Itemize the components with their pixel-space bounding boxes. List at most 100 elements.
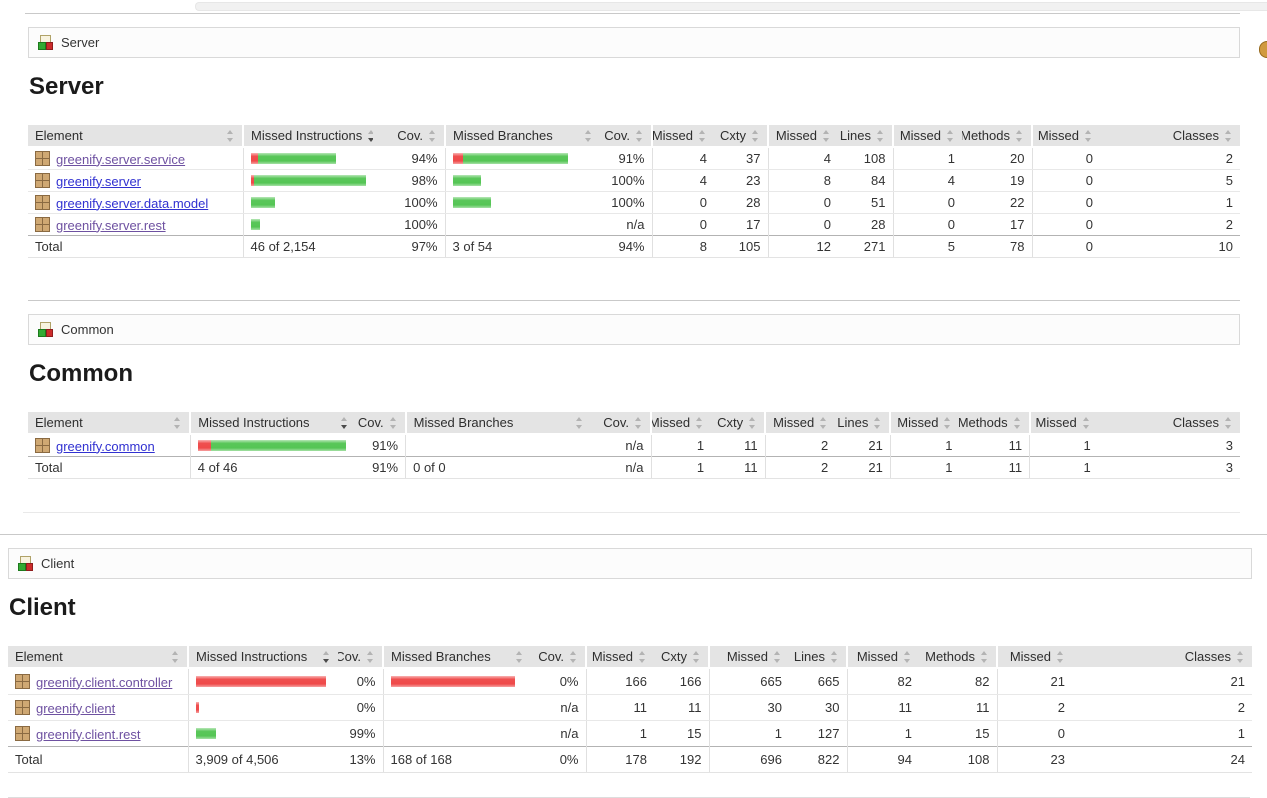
- sort-icon[interactable]: [751, 129, 760, 142]
- package-link[interactable]: greenify.server.service: [56, 151, 186, 167]
- column-header[interactable]: Missed Branches: [382, 646, 531, 669]
- column-header[interactable]: Missed: [585, 646, 654, 669]
- sort-icon[interactable]: [695, 416, 704, 429]
- package-link[interactable]: greenify.server.rest: [56, 217, 166, 233]
- sort-icon[interactable]: [946, 129, 955, 142]
- sort-icon[interactable]: [173, 416, 182, 429]
- sort-icon[interactable]: [389, 416, 398, 429]
- sort-icon[interactable]: [584, 129, 593, 142]
- column-header[interactable]: Methods: [962, 125, 1032, 148]
- sort-icon[interactable]: [1013, 416, 1022, 429]
- column-header-label: Lines: [837, 415, 869, 430]
- package-link[interactable]: greenify.server: [56, 173, 142, 189]
- column-header[interactable]: Missed Instructions: [242, 125, 373, 148]
- column-header[interactable]: Cov.: [531, 646, 586, 669]
- column-header[interactable]: Missed: [649, 412, 712, 435]
- sort-icon[interactable]: [575, 416, 584, 429]
- column-header[interactable]: Cov.: [590, 412, 651, 435]
- sort-icon[interactable]: [773, 650, 782, 663]
- column-header[interactable]: Cxty: [654, 646, 709, 669]
- column-header[interactable]: Missed: [996, 646, 1072, 669]
- column-header[interactable]: Missed Branches: [404, 412, 591, 435]
- column-header[interactable]: Missed: [1031, 125, 1100, 148]
- column-header[interactable]: Lines: [835, 412, 891, 435]
- column-header[interactable]: Element: [8, 646, 188, 669]
- column-header[interactable]: Missed: [1028, 412, 1098, 435]
- sort-icon[interactable]: [1236, 650, 1245, 663]
- total-metric-cell: 105: [714, 235, 768, 258]
- metric-cell: 166: [654, 668, 709, 695]
- sort-icon[interactable]: [1224, 129, 1233, 142]
- sort-icon[interactable]: [748, 416, 757, 429]
- column-header[interactable]: Cov.: [373, 125, 445, 148]
- column-header[interactable]: Classes: [1072, 646, 1252, 669]
- column-header-label: Element: [15, 649, 63, 664]
- metric-cell: 4: [892, 169, 962, 192]
- sort-icon[interactable]: [569, 650, 578, 663]
- sort-icon[interactable]: [873, 416, 882, 429]
- column-header[interactable]: Missed: [764, 412, 836, 435]
- sort-icon[interactable]: [1084, 129, 1093, 142]
- metric-cell: 22: [962, 191, 1032, 214]
- column-header[interactable]: Missed: [846, 646, 919, 669]
- package-link[interactable]: greenify.client.controller: [36, 674, 173, 690]
- column-header-label: Cxty: [717, 415, 744, 430]
- sort-icon[interactable]: [367, 129, 373, 142]
- sort-icon[interactable]: [638, 650, 647, 663]
- column-header[interactable]: Classes: [1097, 412, 1240, 435]
- sort-icon[interactable]: [322, 650, 331, 663]
- column-header[interactable]: Cov.: [600, 125, 652, 148]
- sort-icon[interactable]: [515, 650, 524, 663]
- column-header[interactable]: Methods: [959, 412, 1030, 435]
- package-link[interactable]: greenify.client.rest: [36, 726, 141, 742]
- sort-icon[interactable]: [171, 650, 180, 663]
- sort-icon[interactable]: [366, 650, 375, 663]
- column-header-label: Element: [35, 128, 83, 143]
- column-header[interactable]: Lines: [789, 646, 847, 669]
- sort-icon[interactable]: [226, 129, 235, 142]
- sort-icon[interactable]: [1224, 416, 1233, 429]
- sort-icon[interactable]: [692, 650, 701, 663]
- column-header[interactable]: Missed Instructions: [187, 646, 338, 669]
- sort-icon[interactable]: [428, 129, 437, 142]
- column-header[interactable]: Missed: [651, 125, 714, 148]
- column-header[interactable]: Missed: [892, 125, 962, 148]
- column-header[interactable]: Cxty: [714, 125, 768, 148]
- metric-cell: 0: [1031, 191, 1100, 214]
- missed-bar-segment: [195, 676, 326, 687]
- sort-icon[interactable]: [903, 650, 912, 663]
- sort-icon[interactable]: [830, 650, 839, 663]
- column-header[interactable]: Lines: [838, 125, 893, 148]
- sort-icon[interactable]: [1082, 416, 1091, 429]
- sessions-icon[interactable]: [1259, 41, 1267, 58]
- column-header[interactable]: Cov.: [355, 412, 406, 435]
- sort-icon[interactable]: [980, 650, 989, 663]
- column-header[interactable]: Missed: [767, 125, 838, 148]
- sort-icon[interactable]: [1056, 650, 1065, 663]
- column-header[interactable]: Methods: [919, 646, 997, 669]
- column-header-label: Element: [35, 415, 83, 430]
- column-header[interactable]: Missed Branches: [444, 125, 600, 148]
- sort-icon[interactable]: [822, 129, 831, 142]
- sort-icon[interactable]: [819, 416, 828, 429]
- column-header[interactable]: Missed: [708, 646, 789, 669]
- column-header[interactable]: Element: [28, 125, 243, 148]
- column-header[interactable]: Missed: [889, 412, 960, 435]
- sort-icon[interactable]: [634, 416, 643, 429]
- package-link[interactable]: greenify.server.data.model: [56, 195, 209, 211]
- sort-icon[interactable]: [876, 129, 885, 142]
- package-link[interactable]: greenify.client: [36, 700, 116, 716]
- sort-icon[interactable]: [635, 129, 644, 142]
- column-header[interactable]: Classes: [1100, 125, 1240, 148]
- column-header[interactable]: Cxty: [711, 412, 766, 435]
- column-header[interactable]: Missed Instructions: [189, 412, 356, 435]
- sort-icon[interactable]: [340, 416, 349, 429]
- column-header-label: Missed: [897, 415, 939, 430]
- top-scrollbar-track[interactable]: [195, 2, 1267, 11]
- column-header[interactable]: Element: [28, 412, 191, 435]
- sort-icon[interactable]: [698, 129, 707, 142]
- sort-icon[interactable]: [943, 416, 952, 429]
- sort-icon[interactable]: [1015, 129, 1024, 142]
- package-link[interactable]: greenify.common: [56, 438, 155, 454]
- column-header[interactable]: Cov.: [338, 646, 383, 669]
